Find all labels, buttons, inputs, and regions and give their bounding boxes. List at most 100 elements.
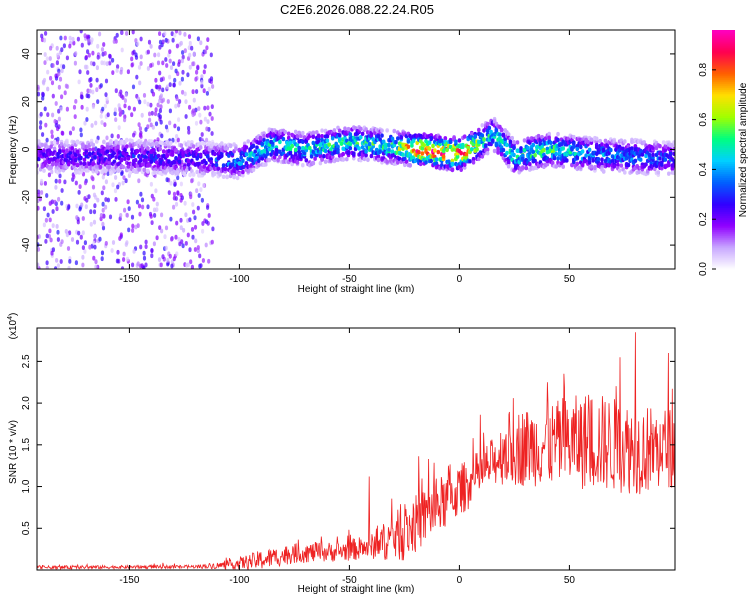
spectrogram-cell [127, 227, 131, 233]
spectrogram-cell [161, 149, 166, 154]
spectrogram-cell [88, 77, 92, 83]
spectrogram-cell [433, 148, 437, 153]
spectrogram-cell [81, 230, 85, 236]
colorbar-cell [712, 197, 735, 200]
colorbar-tick-label: 0.8 [698, 62, 709, 76]
spectrogram-cell [293, 147, 298, 152]
spectrogram-cell [203, 49, 208, 55]
spectrogram-cell [127, 105, 131, 111]
spectrogram-cell [549, 140, 553, 145]
spectrogram-cell [168, 253, 172, 259]
spectrogram-cell [239, 162, 243, 167]
spectrogram-cell [58, 173, 62, 179]
spectrogram-cell [86, 49, 90, 54]
spectrogram-cell [121, 164, 125, 170]
spectrogram-cell [174, 147, 178, 153]
spectrogram-cell [37, 156, 41, 162]
spectrogram-cell [311, 134, 316, 139]
spectrogram-cell [63, 35, 67, 41]
spectrogram-cell [45, 260, 49, 266]
spectrogram-cell [610, 158, 615, 164]
colorbar-cell [712, 47, 735, 51]
spectrogram-cell [630, 146, 634, 151]
spectrogram-cell [180, 58, 184, 64]
spectrogram-cell [104, 179, 108, 185]
spectrogram-cell [159, 104, 163, 110]
spectrogram-cell [177, 102, 181, 108]
colorbar-cell [712, 115, 735, 119]
colorbar-tick-label: 0.0 [698, 262, 709, 276]
spectrogram-cell [113, 107, 117, 113]
spectrogram-cell [186, 162, 191, 167]
spectrogram-cell [120, 30, 124, 35]
spectrogram-cell [547, 135, 551, 140]
colorbar-cell [712, 263, 735, 266]
spectrogram-cell [672, 151, 675, 156]
spectrogram-cell [79, 30, 83, 34]
colorbar-cell [712, 161, 735, 164]
spectrogram-cell [73, 60, 77, 66]
spectrogram-cell [204, 242, 208, 248]
spectrogram-cell [83, 120, 87, 126]
spectrogram-cell [304, 158, 309, 163]
spectrogram-cell [668, 151, 673, 156]
spectrogram-cell [501, 147, 506, 153]
spectrogram-cell [122, 251, 126, 257]
spectrogram-cell [318, 150, 323, 155]
spectrogram-cell [364, 149, 368, 154]
spectrogram-cell [332, 128, 337, 133]
spectrogram-cell [201, 258, 205, 263]
spectrogram-cell [92, 61, 96, 67]
spectrogram-cell [56, 155, 60, 160]
spectrogram-cell [450, 167, 455, 173]
colorbar-cell [712, 49, 735, 53]
spectrogram-cell [124, 92, 128, 98]
colorbar-cell [712, 189, 735, 192]
colorbar-cell [712, 75, 735, 79]
spectrogram-cell [188, 247, 192, 253]
spectrogram-cell [587, 160, 592, 165]
spectrogram-cell [253, 149, 257, 154]
colorbar-cell [712, 223, 735, 226]
spectrogram-cell [77, 230, 81, 236]
spectrogram-cell [191, 144, 196, 149]
spectrogram-cell [161, 97, 165, 103]
spectrogram-cell [197, 193, 201, 198]
spectrogram-cell [343, 126, 347, 131]
spectrogram-cell [142, 250, 146, 256]
spectrogram-cell [186, 72, 190, 78]
y-tick-label: 0.5 [21, 521, 32, 535]
spectrogram-cell [378, 149, 383, 154]
spectrogram-cell [144, 262, 148, 268]
spectrogram-cell [88, 147, 92, 152]
spectrogram-cell [177, 159, 182, 164]
spectrogram-cell [108, 60, 112, 66]
spectrogram-cell [320, 128, 324, 133]
spectrogram-cell [204, 160, 208, 166]
spectrogram-cell [45, 193, 49, 198]
spectrogram-cell [144, 127, 148, 132]
spectrogram-cell [116, 184, 120, 190]
spectrogram-cell [309, 154, 314, 159]
colorbar-cell [712, 85, 735, 89]
spectrogram-cell [498, 132, 502, 137]
spectrogram-cell [164, 225, 169, 231]
spectrogram-cell [83, 249, 87, 254]
spectrogram-cell [93, 244, 97, 250]
spectrogram-cell [188, 217, 192, 223]
colorbar-cell [712, 57, 735, 61]
spectrogram-cell [176, 191, 180, 196]
spectrogram-cell [64, 83, 68, 89]
spectrogram-cell [480, 133, 485, 138]
spectrogram-cell [113, 188, 118, 194]
spectrogram-cell [230, 162, 235, 167]
spectrogram-cell [290, 143, 295, 149]
spectrogram-cell [84, 55, 88, 60]
spectrogram-cell [512, 140, 516, 145]
spectrogram-cell [93, 203, 97, 209]
spectrogram-cell [575, 146, 580, 152]
spectrogram-cell [348, 146, 353, 151]
x-tick-label: 0 [457, 575, 463, 586]
spectrogram-cell [255, 145, 259, 150]
x-tick-label: 50 [564, 575, 576, 586]
